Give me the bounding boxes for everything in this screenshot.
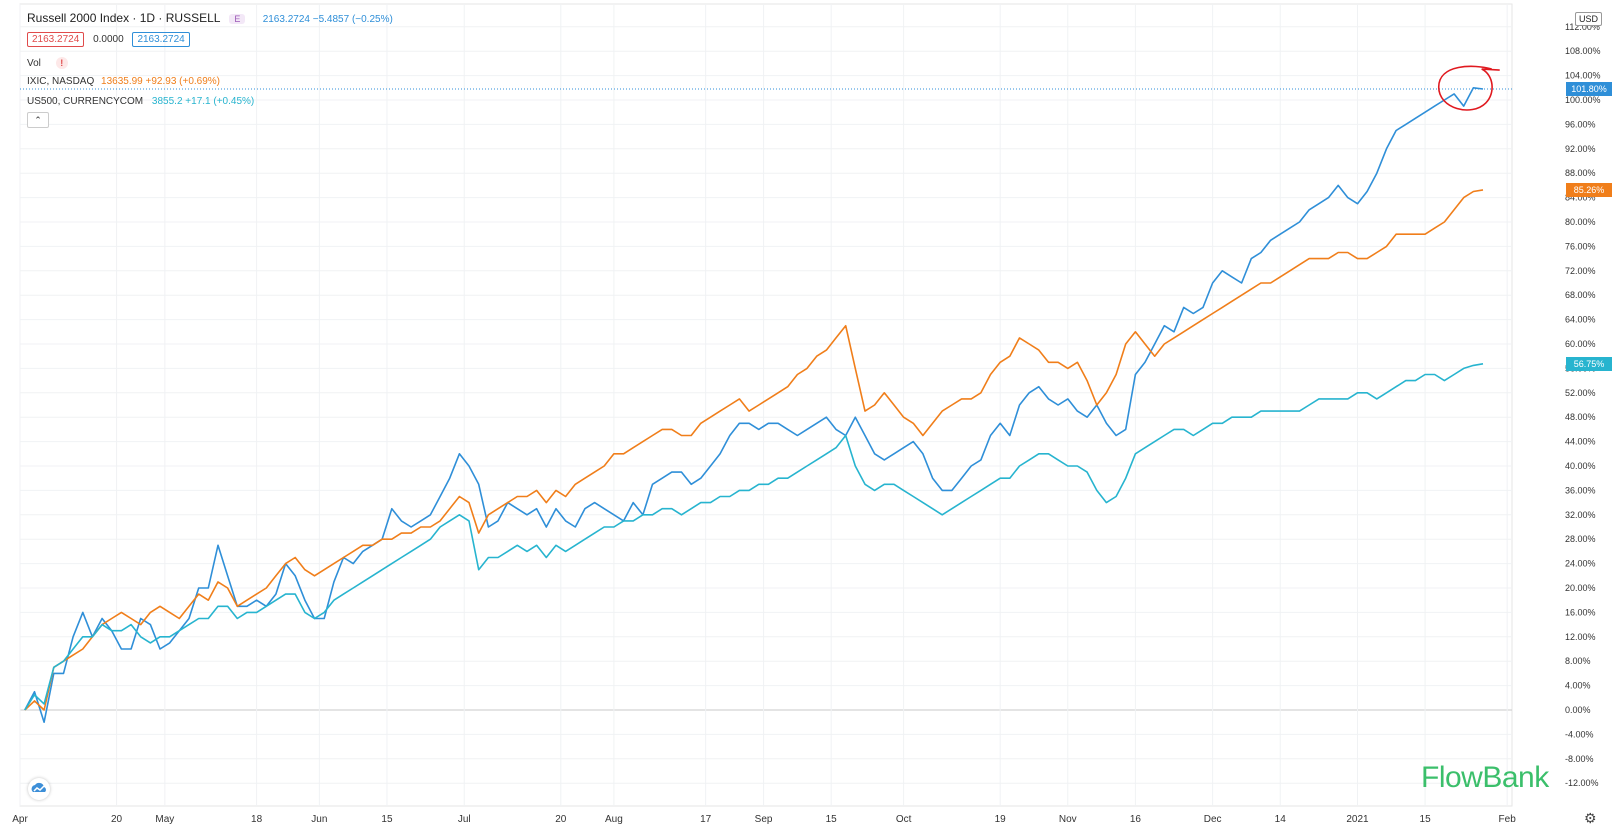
y-tick-label: 0.00% <box>1565 705 1591 715</box>
cloud-icon[interactable] <box>28 778 50 800</box>
y-tick-label: 112.00% <box>1565 22 1600 32</box>
x-tick-label: 2021 <box>1346 814 1369 825</box>
x-tick-label: Sep <box>755 814 773 825</box>
volume-label: Vol <box>27 58 41 69</box>
y-tick-label: 72.00% <box>1565 266 1596 276</box>
x-tick-label: 20 <box>111 814 123 825</box>
y-tick-label: 76.00% <box>1565 241 1596 251</box>
y-tick-label: 36.00% <box>1565 485 1596 495</box>
gridlines <box>19 3 1513 807</box>
x-tick-label: 14 <box>1275 814 1287 825</box>
chart-title[interactable]: Russell 2000 Index · 1D · RUSSELL <box>27 11 220 25</box>
y-tick-label: 32.00% <box>1565 510 1596 520</box>
ixic-label: IXIC, NASDAQ <box>27 76 95 87</box>
ixic-price-label: 85.26% <box>1566 182 1612 197</box>
x-tick-label: Oct <box>896 814 912 825</box>
x-tick-label: May <box>155 814 174 825</box>
volume-indicator[interactable]: Vol ! <box>27 57 68 69</box>
y-tick-label: -8.00% <box>1565 754 1594 764</box>
spread-value: 0.0000 <box>93 34 124 45</box>
x-tick-label: 18 <box>251 814 263 825</box>
ixic-line <box>24 189 1484 711</box>
us500-values: 3855.2 +17.1 (+0.45%) <box>151 96 255 107</box>
rut-line <box>24 87 1484 724</box>
us500-label: US500, CURRENCYCOM <box>27 96 144 107</box>
x-tick-label: Jun <box>311 814 327 825</box>
y-tick-label: 68.00% <box>1565 290 1596 300</box>
exchange-badge[interactable]: E <box>229 14 246 24</box>
currency-button[interactable]: USD <box>1575 12 1603 26</box>
y-tick-label: -4.00% <box>1565 729 1594 739</box>
y-tick-label: 48.00% <box>1565 412 1596 422</box>
y-tick-label: 8.00% <box>1565 656 1591 666</box>
y-tick-label: 108.00% <box>1565 46 1601 56</box>
x-tick-label: 20 <box>555 814 567 825</box>
x-tick-label: 15 <box>381 814 393 825</box>
y-tick-label: 60.00% <box>1565 339 1596 349</box>
y-tick-label: 88.00% <box>1565 168 1596 178</box>
y-tick-label: 84.00% <box>1565 193 1596 203</box>
y-tick-label: -12.00% <box>1565 778 1599 788</box>
series-lines <box>20 87 1512 724</box>
y-tick-label: 20.00% <box>1565 583 1596 593</box>
x-tick-label: 15 <box>826 814 838 825</box>
y-tick-label: 80.00% <box>1565 217 1596 227</box>
flowbank-logo: FlowBank <box>1421 761 1549 794</box>
x-tick-label: 19 <box>995 814 1007 825</box>
x-tick-label: 17 <box>700 814 712 825</box>
warning-icon[interactable]: ! <box>55 57 68 69</box>
x-axis: Apr 20 May 18 Jun 15 Jul 20 Aug 17 Sep 15 Oct 19 Nov 16… <box>12 814 1516 825</box>
x-tick-label: Feb <box>1499 814 1517 825</box>
x-tick-label: Nov <box>1059 814 1077 825</box>
annotation-layer <box>1437 65 1500 111</box>
x-tick-label: 16 <box>1130 814 1142 825</box>
y-tick-label: 52.00% <box>1565 388 1596 398</box>
quote-text: 2163.2724 −5.4857 (−0.25%) <box>262 14 393 25</box>
y-tick-label: 16.00% <box>1565 607 1596 617</box>
x-tick-label: Apr <box>12 814 28 825</box>
us500-legend[interactable]: US500, CURRENCYCOM 3855.2 +17.1 (+0.45%) <box>27 96 254 107</box>
us500-line <box>24 363 1484 711</box>
y-tick-label: 12.00% <box>1565 632 1596 642</box>
chevron-up-icon[interactable]: ⌃ <box>27 112 49 128</box>
rut-price-label: 101.80% <box>1566 82 1612 97</box>
y-tick-label: 92.00% <box>1565 144 1596 154</box>
y-tick-label: 44.00% <box>1565 437 1596 447</box>
y-tick-label: 24.00% <box>1565 559 1596 569</box>
y-tick-label: 100.00% <box>1565 95 1601 105</box>
red-circle-annotation <box>1437 65 1500 111</box>
y-tick-label: 96.00% <box>1565 119 1596 129</box>
y-tick-label: 40.00% <box>1565 461 1596 471</box>
y-tick-label: 4.00% <box>1565 681 1591 691</box>
y-tick-label: 28.00% <box>1565 534 1596 544</box>
y-axis: 112.00% 108.00% 104.00% 100.00% 96.00% 92.00%… <box>1565 22 1601 788</box>
y-tick-label: 64.00% <box>1565 315 1596 325</box>
y-tick-label: 104.00% <box>1565 71 1601 81</box>
bid-price[interactable]: 2163.2724 <box>27 32 85 47</box>
x-tick-label: Dec <box>1204 814 1222 825</box>
x-tick-label: Jul <box>458 814 471 825</box>
bid-ask-row: 2163.2724 0.0000 2163.2724 <box>27 32 190 47</box>
us500-price-label: 56.75% <box>1566 356 1612 371</box>
legend-title-row: Russell 2000 Index · 1D · RUSSELL E 2163… <box>27 11 393 25</box>
x-tick-label: 15 <box>1420 814 1432 825</box>
x-tick-label: Aug <box>605 814 623 825</box>
gear-icon[interactable]: ⚙ <box>1584 810 1597 826</box>
ixic-values: 13635.99 +92.93 (+0.69%) <box>101 76 221 87</box>
ixic-legend[interactable]: IXIC, NASDAQ 13635.99 +92.93 (+0.69%) <box>27 76 220 87</box>
ask-price[interactable]: 2163.2724 <box>132 32 190 47</box>
